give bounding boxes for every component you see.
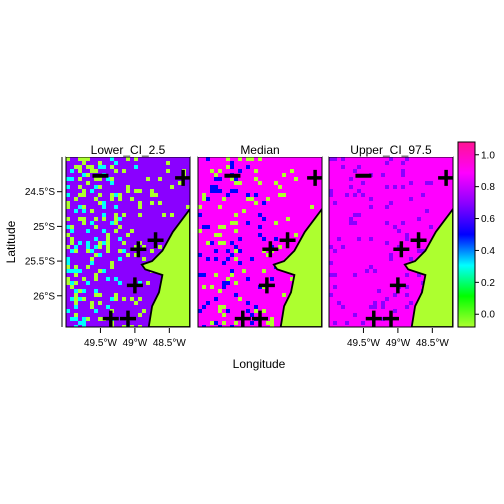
plus-marker [383,310,399,327]
x-tick-label: 49.5°W [347,338,380,349]
x-tick-label: 49°W [123,338,148,349]
x-tick-label: 48.5°W [153,338,186,349]
panel-1: Lower_CI_2.5 [65,143,191,328]
x-tick-label: 49°W [386,338,411,349]
panel-strip [329,144,453,157]
plus-marker [234,310,251,327]
y-tick-label: 26°S [33,291,55,302]
colorbar-tick-label: 0.8 [481,182,495,193]
colorbar-tick-label: 0.4 [481,246,495,257]
plus-marker [147,232,164,249]
plus-marker [252,310,268,327]
y-axis-label: Latitude [4,220,18,263]
colorbar-tick-label: 1.0 [481,150,495,161]
y-tick-label: 25°S [33,222,55,233]
ocean-area [140,207,190,327]
plus-marker [102,310,119,327]
plus-marker [120,310,136,327]
colorbar: 0.0 0.2 0.4 0.6 0.8 1.0 [457,141,495,328]
plus-marker [410,232,427,249]
plus-marker [258,277,275,294]
plus-marker [393,241,410,258]
plus-marker [307,169,322,186]
colorbar-tick-label: 0.0 [481,310,495,321]
y-tick-label: 24.5°S [25,187,55,198]
plus-marker [438,169,453,186]
x-axis-label: Longitude [233,357,286,371]
panel-strip [66,144,190,157]
colorbar-gradient [457,141,476,328]
plus-marker [262,241,279,258]
ocean-area [403,207,453,327]
colorbar-tick-label: 0.2 [481,278,495,289]
panel-2: Median [197,143,323,328]
x-tick-label: 49.5°W [84,338,117,349]
plus-marker [126,277,143,294]
panel-title: Median [240,143,279,157]
y-tick-label: 25.5°S [25,257,55,268]
panel-title: Lower_CI_2.5 [91,143,166,157]
plus-marker [130,241,147,258]
panel-title: Upper_CI_97.5 [350,143,432,157]
panel-3: Upper_CI_97.5 [328,143,454,328]
x-tick-label: 48.5°W [416,338,449,349]
panel-strip [198,144,322,157]
ocean-area [272,207,322,327]
plus-marker [365,310,382,327]
plus-marker [175,169,190,186]
plus-marker [279,232,296,249]
plus-marker [389,277,406,294]
colorbar-tick-label: 0.6 [481,214,495,225]
